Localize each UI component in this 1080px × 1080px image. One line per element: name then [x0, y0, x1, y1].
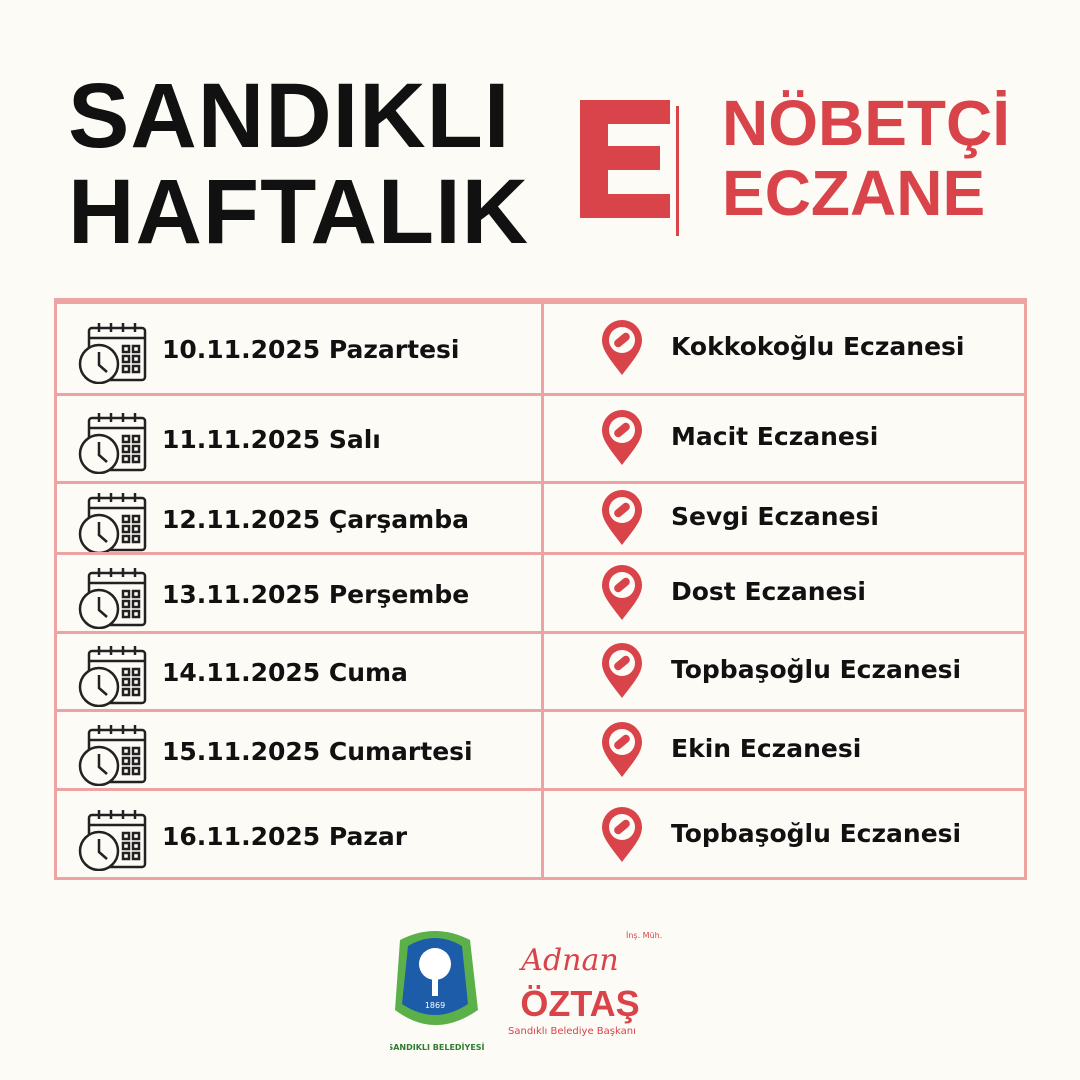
pharmacy-pin-icon [601, 489, 643, 546]
calendar-clock-icon [77, 567, 149, 629]
subtitle-line-1: NÖBETÇİ [722, 87, 1010, 159]
pharmacy-pin-icon [601, 721, 643, 778]
page-title: SANDIKLI HAFTALIK [68, 68, 529, 260]
pharmacy-name: Macit Eczanesi [671, 422, 879, 451]
date-label: 11.11.2025 Salı [162, 425, 381, 454]
date-label: 12.11.2025 Çarşamba [162, 504, 469, 534]
mayor-first-name: Adnan [518, 943, 618, 978]
pharmacy-name: Kokkokoğlu Eczanesi [671, 332, 965, 361]
date-label: 14.11.2025 Cuma [162, 658, 408, 687]
calendar-clock-icon [77, 322, 149, 385]
table-row: 13.11.2025 Perşembe Dost Eczanesi [57, 552, 1024, 631]
pharmacy-pin-icon [601, 807, 643, 863]
calendar-clock-icon [77, 645, 149, 708]
calendar-clock-icon [77, 809, 149, 872]
mayor-title: İnş. Müh. [626, 930, 662, 940]
table-row: 11.11.2025 Salı Macit Eczanesi [57, 393, 1024, 481]
municipality-name: SANDIKLI BELEDİYESİ [390, 1042, 485, 1052]
pharmacy-name: Topbaşoğlu Eczanesi [671, 655, 962, 684]
table-row: 16.11.2025 Pazar Topbaşoğlu Eczanesi [57, 788, 1024, 880]
date-label: 15.11.2025 Cumartesi [162, 736, 473, 766]
calendar-clock-icon [77, 724, 149, 786]
pharmacy-name: Dost Eczanesi [671, 576, 866, 606]
municipality-year: 1869 [425, 1001, 445, 1010]
footer-logos: 1869 SANDIKLI BELEDİYESİ Adnan İnş. Müh.… [387, 926, 690, 1058]
table-row: 12.11.2025 Çarşamba Sevgi Eczanesi [57, 481, 1024, 554]
pharmacy-e-logo-icon [580, 100, 670, 218]
title-line-1: SANDIKLI [68, 65, 511, 167]
pharmacy-name: Topbaşoğlu Eczanesi [671, 819, 962, 848]
mayor-last-name: ÖZTAŞ [520, 983, 639, 1024]
date-label: 10.11.2025 Pazartesi [162, 335, 460, 364]
table-row: 14.11.2025 Cuma Topbaşoğlu Eczanesi [57, 631, 1024, 709]
pharmacy-pin-icon [601, 643, 643, 699]
column-divider [541, 301, 544, 877]
table-row: 10.11.2025 Pazartesi Kokkokoğlu Eczanesi [57, 301, 1024, 393]
table-row: 15.11.2025 Cumartesi Ekin Eczanesi [57, 709, 1024, 788]
pharmacy-name: Sevgi Eczanesi [671, 501, 879, 531]
pharmacy-pin-icon [601, 320, 643, 376]
mayor-role: Sandıklı Belediye Başkanı [508, 1026, 636, 1037]
pharmacy-pin-icon [601, 564, 643, 621]
subtitle: NÖBETÇİ ECZANE [722, 88, 1010, 228]
schedule-table: 10.11.2025 Pazartesi Kokkokoğlu Eczanesi… [54, 298, 1027, 880]
date-label: 16.11.2025 Pazar [162, 822, 408, 851]
divider [676, 106, 679, 236]
date-label: 13.11.2025 Perşembe [162, 579, 470, 609]
calendar-clock-icon [77, 412, 149, 475]
pharmacy-pin-icon [601, 410, 643, 466]
pharmacy-name: Ekin Eczanesi [671, 733, 862, 763]
title-line-2: HAFTALIK [68, 161, 530, 263]
municipality-seal-icon: 1869 [395, 931, 478, 1025]
calendar-clock-icon [77, 492, 149, 554]
subtitle-line-2: ECZANE [722, 157, 986, 229]
